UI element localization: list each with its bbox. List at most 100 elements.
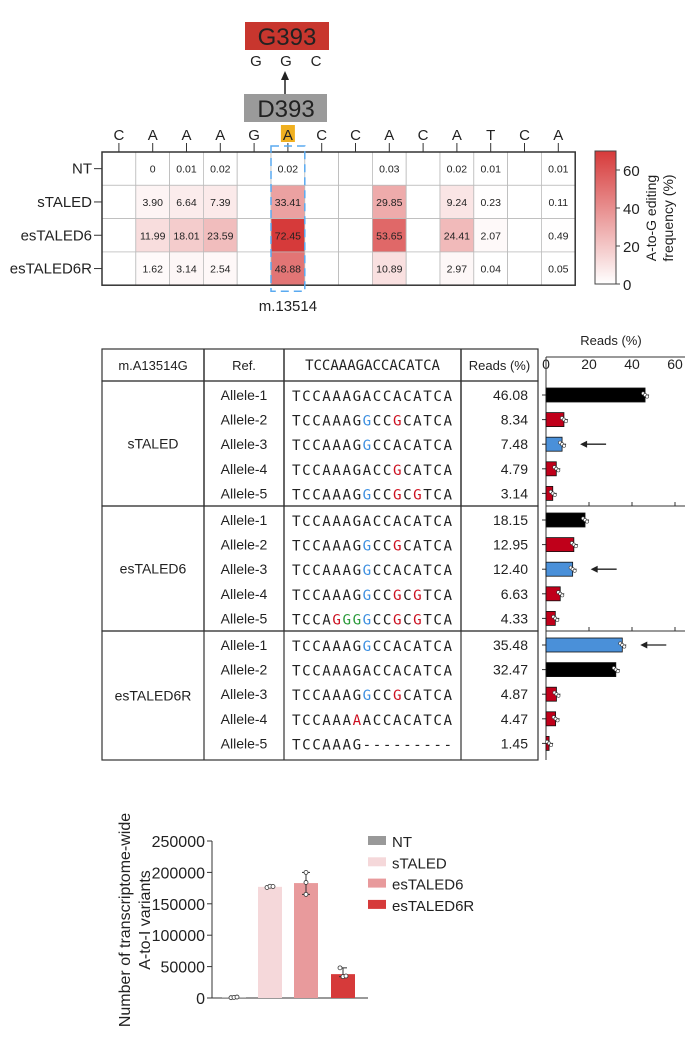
sequence-char: G [353, 688, 362, 704]
sequence-char: A [332, 639, 341, 655]
reads-point [645, 394, 649, 399]
allele-label: Allele-2 [221, 662, 268, 678]
heatmap-cell [473, 151, 508, 186]
sequence-char: C [312, 713, 321, 729]
sequence-char: A [342, 639, 351, 655]
sequence-char: A [443, 713, 452, 729]
sequence-char: G [353, 463, 362, 479]
sequence-char: A [322, 588, 331, 604]
sequence-char: G [353, 487, 362, 503]
reads-value: 3.14 [501, 485, 528, 501]
sequence-char: A [443, 438, 452, 454]
sequence-char: T [423, 539, 432, 555]
sequence-char: C [383, 414, 392, 430]
sequence-base: C [316, 127, 327, 144]
reads-bar [545, 662, 617, 677]
allele-label: Allele-2 [221, 537, 268, 553]
heatmap-cell [202, 184, 238, 220]
reads-value: 1.45 [501, 735, 528, 751]
sequence-char: A [443, 539, 452, 555]
heatmap-cell [405, 218, 441, 253]
sequence-base: C [519, 127, 530, 144]
sequence-char: C [373, 487, 382, 503]
allele-label: Allele-5 [221, 610, 268, 626]
sequence-char: C [403, 438, 412, 454]
heatmap-cell [101, 184, 137, 220]
sequence-char: A [363, 463, 372, 479]
sequence-char: C [403, 514, 412, 530]
sequence-char: G [393, 688, 402, 704]
sequence-char: T [423, 563, 432, 579]
heatmap-value: 10.89 [376, 264, 402, 276]
heatmap-cell [236, 218, 272, 253]
sequence-char: C [312, 664, 321, 680]
heatmap-cell [541, 218, 576, 253]
reads-point [556, 468, 561, 473]
sequence-char: A [332, 539, 341, 555]
sequence-char: A [332, 463, 341, 479]
y-tick-label: 150000 [152, 897, 205, 914]
reads-bar [545, 637, 623, 653]
y-tick-label: 50000 [161, 960, 206, 977]
sequence-char: T [423, 414, 432, 430]
sequence-char: C [312, 414, 321, 430]
sequence-char: A [443, 563, 452, 579]
reads-point [572, 568, 577, 573]
heatmap-cell [371, 251, 407, 286]
sequence-char: C [312, 438, 321, 454]
reads-value: 18.15 [493, 512, 528, 528]
colorbar-label-line: frequency (%) [660, 174, 676, 261]
reads-value: 32.47 [493, 662, 528, 678]
heatmap-cell [507, 251, 542, 286]
sequence-char: A [332, 664, 341, 680]
heatmap-cell [541, 184, 576, 220]
sequence-char: C [302, 737, 311, 753]
reads-value: 7.48 [501, 436, 528, 452]
allele-label: Allele-3 [221, 561, 268, 577]
sequence-char: C [373, 389, 382, 405]
sequence-char: G [353, 438, 362, 454]
sequence-char: C [383, 639, 392, 655]
highlight-dashed-box [270, 145, 306, 292]
heatmap-cell [101, 251, 137, 286]
heatmap-value: 0.01 [548, 164, 569, 176]
sequence-char: A [443, 514, 452, 530]
sequence-char: A [363, 664, 372, 680]
sequence-char: A [332, 389, 341, 405]
sequence-char: A [342, 713, 351, 729]
sequence-char: C [312, 737, 321, 753]
sequence-char: A [342, 664, 351, 680]
sequence-char: C [302, 563, 311, 579]
sequence-char: C [403, 389, 412, 405]
arrow-left-icon [580, 440, 588, 448]
sequence-char: C [312, 588, 321, 604]
reads-point [573, 544, 578, 549]
sequence-char: C [403, 688, 412, 704]
sequence-char: G [363, 639, 372, 655]
legend-swatch [368, 836, 386, 845]
sequence-char: A [413, 414, 422, 430]
sequence-char: A [353, 713, 362, 729]
heatmap-value: 9.24 [447, 197, 468, 209]
sequence-char: G [353, 737, 362, 753]
sequence-char: A [413, 563, 422, 579]
allele-label: Allele-3 [221, 686, 268, 702]
sequence-char: T [423, 664, 432, 680]
heatmap-value: 0.04 [480, 264, 501, 276]
sequence-char: A [322, 713, 331, 729]
sequence-char: A [413, 463, 422, 479]
reads-value: 35.48 [493, 637, 528, 653]
heatmap-cell [236, 184, 272, 220]
sequence-char: A [322, 487, 331, 503]
arrow-left-icon [640, 641, 648, 649]
sequence-char: - [413, 737, 422, 753]
sequence-base: G [248, 127, 260, 144]
heatmap-value: 3.90 [142, 197, 163, 209]
sequence-char: T [423, 639, 432, 655]
sequence-char: C [302, 688, 311, 704]
sequence-char: C [383, 514, 392, 530]
